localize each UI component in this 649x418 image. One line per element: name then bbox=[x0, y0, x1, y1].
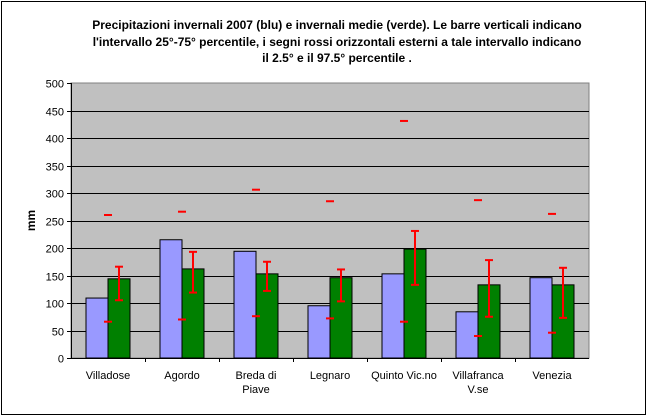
y-tick-label: 150 bbox=[46, 272, 64, 284]
chart-title-line-2: l'intervallo 25°-75° percentile, i segni… bbox=[92, 34, 582, 49]
y-tick-label: 300 bbox=[46, 189, 64, 201]
bar-2007 bbox=[307, 305, 331, 359]
x-category-label: Villafranca bbox=[452, 370, 504, 382]
chart-title-line-1: Precipitazioni invernali 2007 (blu) e in… bbox=[92, 18, 582, 32]
y-tick-label: 400 bbox=[46, 134, 64, 146]
y-axis-label: mm bbox=[24, 210, 38, 231]
y-tick-label: 200 bbox=[46, 244, 64, 256]
y-tick-label: 500 bbox=[46, 79, 64, 91]
x-category-label: Agordo bbox=[164, 370, 199, 382]
x-category-label: Breda di bbox=[236, 370, 277, 382]
x-category-label: Quinto Vic.no bbox=[371, 370, 437, 382]
chart-title-line-3: il 2.5° e il 97.5° percentile . bbox=[262, 51, 412, 65]
bar-2007 bbox=[159, 239, 183, 359]
x-category-label: V.se bbox=[467, 384, 488, 396]
bar-2007 bbox=[85, 297, 109, 359]
y-tick-label: 0 bbox=[58, 354, 64, 366]
bar-2007 bbox=[455, 311, 479, 359]
y-tick-label: 350 bbox=[46, 162, 64, 174]
bar-2007 bbox=[233, 250, 257, 359]
x-category-label: Piave bbox=[242, 384, 270, 396]
x-category-label: Venezia bbox=[532, 370, 572, 382]
x-category-label: Villadose bbox=[86, 370, 130, 382]
y-tick-label: 50 bbox=[52, 327, 64, 339]
chart-title: Precipitazioni invernali 2007 (blu) e in… bbox=[42, 17, 632, 67]
bar-2007 bbox=[529, 277, 553, 359]
y-tick-label: 250 bbox=[46, 217, 64, 229]
bar-2007 bbox=[381, 273, 405, 359]
x-category-label: Legnaro bbox=[310, 370, 350, 382]
y-tick-label: 100 bbox=[46, 299, 64, 311]
y-tick-label: 450 bbox=[46, 107, 64, 119]
